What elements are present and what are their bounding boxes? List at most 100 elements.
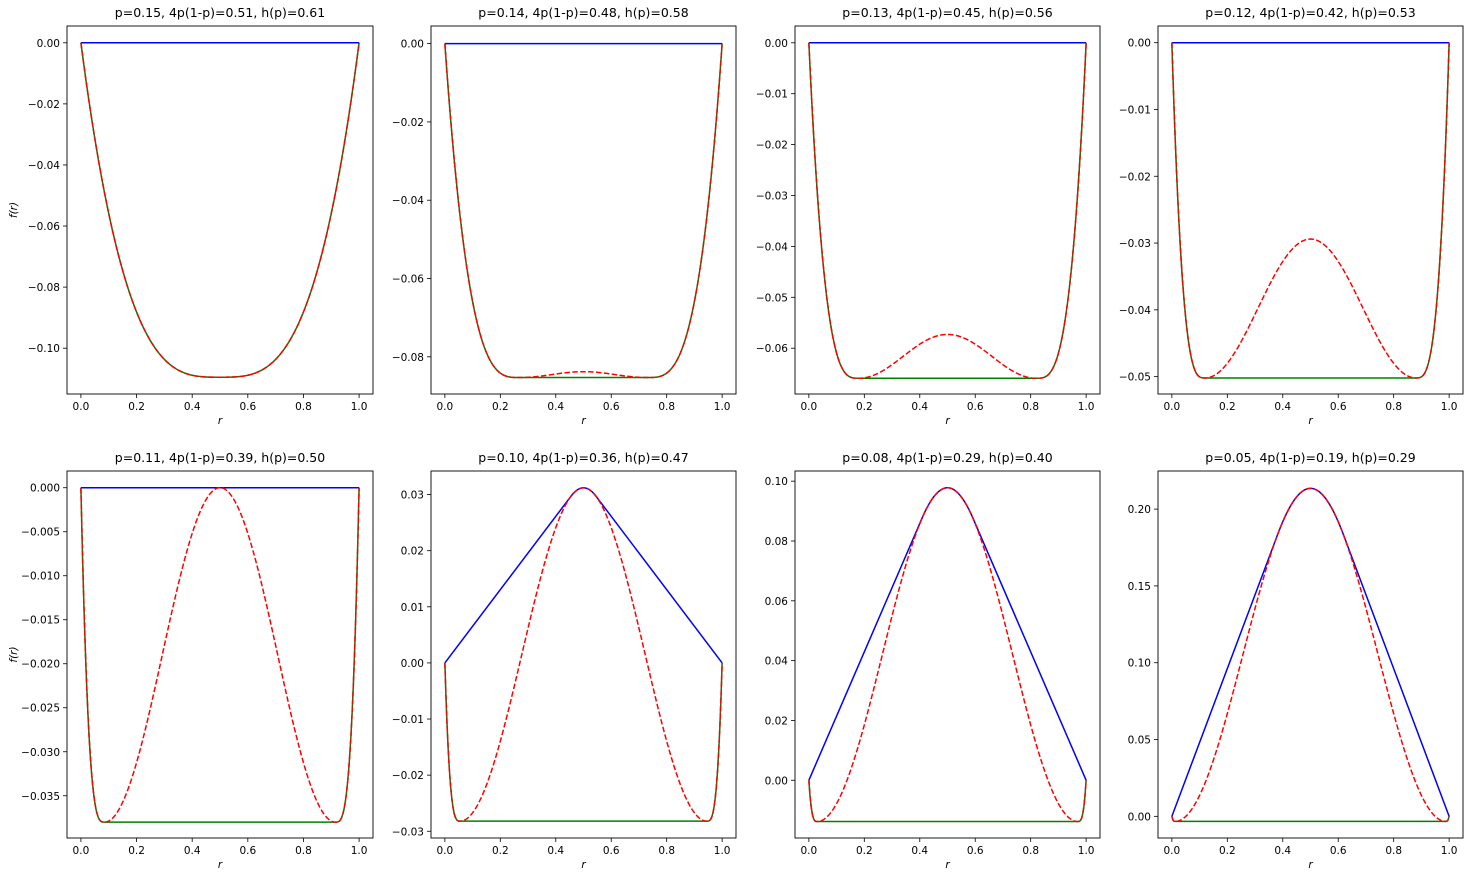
subplot-5: 0.0 0.2 0.4 0.6 0.8 1.0 0.000 −0.005 −0.010 −0.01… (8, 450, 374, 871)
y-tick-label: −0.04 (392, 195, 424, 207)
y-tick-label: 0.20 (1128, 504, 1151, 516)
x-tick-label: 0.8 (658, 845, 675, 857)
x-tick-label: 0.0 (1164, 401, 1181, 413)
x-tick-label: 0.2 (128, 845, 145, 857)
y-tick-label: −0.06 (28, 221, 60, 233)
x-tick-label: 0.8 (1022, 401, 1039, 413)
y-tick-label: 0.00 (1128, 38, 1151, 50)
y-tick-label: −0.020 (21, 659, 60, 671)
x-tick-label: 0.6 (239, 845, 256, 857)
x-tick-label: 0.2 (128, 401, 145, 413)
x-axis-label: r (1308, 859, 1313, 871)
x-tick-label: 1.0 (714, 845, 731, 857)
series-red-dashed-line (808, 486, 1087, 823)
y-tick-label: 0.00 (765, 38, 788, 50)
y-tick-label: −0.05 (1119, 372, 1151, 384)
x-tick-label: 0.8 (1385, 845, 1402, 857)
x-tick-label: 0.0 (801, 401, 818, 413)
y-tick-label: −0.03 (1119, 238, 1151, 250)
y-tick-label: 0.00 (37, 38, 60, 50)
y-tick-label: −0.06 (392, 274, 424, 286)
y-tick-label: −0.02 (756, 140, 788, 152)
x-tick-label: 0.4 (911, 401, 928, 413)
x-tick-label: 1.0 (1441, 401, 1458, 413)
x-tick-label: 0.4 (547, 401, 564, 413)
series-green-line (1171, 816, 1450, 823)
series-green-line (444, 43, 723, 379)
y-tick-label: −0.01 (392, 714, 424, 726)
series-red-dashed-line (1171, 42, 1450, 379)
subplot-2: 0.0 0.2 0.4 0.6 0.8 1.0 0.00 −0.02 −0.04 −0.06 −0.… (392, 5, 737, 427)
axes-frame (66, 470, 374, 839)
subplot-title: p=0.15, 4p(1-p)=0.51, h(p)=0.61 (115, 5, 325, 20)
y-tick-label: 0.10 (1128, 658, 1151, 670)
y-tick-label: 0.01 (401, 602, 424, 614)
y-tick-label: −0.08 (28, 282, 60, 294)
x-tick-label: 1.0 (351, 401, 368, 413)
x-tick-label: 0.6 (603, 401, 620, 413)
y-tick-label: −0.03 (756, 190, 788, 202)
series-green-line (80, 487, 360, 823)
x-tick-label: 0.0 (437, 401, 454, 413)
x-tick-label: 0.0 (73, 401, 90, 413)
y-tick-label: 0.00 (765, 775, 788, 787)
x-tick-label: 0.6 (239, 401, 256, 413)
axes-frame (430, 470, 737, 839)
y-tick-label: −0.02 (28, 99, 60, 111)
subplot-1: 0.0 0.2 0.4 0.6 0.8 1.0 0.00 −0.02 −0.04 −0.06 −0.… (8, 5, 374, 427)
y-tick-label: −0.04 (1119, 305, 1151, 317)
series-green-line (1171, 42, 1450, 379)
series-red-dashed-line (80, 486, 360, 823)
subplot-title: p=0.10, 4p(1-p)=0.36, h(p)=0.47 (478, 450, 688, 465)
series-green-line (808, 780, 1087, 823)
x-axis-label: r (218, 415, 223, 427)
y-tick-label: 0.08 (765, 536, 788, 548)
x-tick-label: 1.0 (1078, 845, 1095, 857)
x-tick-label: 0.8 (1385, 401, 1402, 413)
x-tick-label: 0.4 (911, 845, 928, 857)
x-tick-label: 1.0 (351, 845, 368, 857)
y-tick-label: −0.02 (392, 117, 424, 129)
y-tick-label: −0.06 (756, 343, 788, 355)
y-tick-label: 0.00 (401, 39, 424, 51)
series-green-line (808, 42, 1087, 379)
x-axis-label: r (218, 859, 223, 871)
subplot-3: 0.0 0.2 0.4 0.6 0.8 1.0 0.00 −0.01 −0.02 −0.03 −0.… (756, 5, 1101, 427)
series-green-line (444, 662, 723, 822)
x-axis-label: r (581, 859, 586, 871)
y-tick-label: −0.05 (756, 292, 788, 304)
x-axis-label: r (945, 859, 950, 871)
x-tick-label: 1.0 (1078, 401, 1095, 413)
x-tick-label: 0.8 (295, 845, 312, 857)
x-tick-label: 0.0 (73, 845, 90, 857)
x-tick-label: 0.4 (184, 845, 201, 857)
axes-frame (794, 470, 1101, 839)
y-tick-label: −0.010 (21, 571, 60, 583)
subplot-title: p=0.14, 4p(1-p)=0.48, h(p)=0.58 (478, 5, 688, 20)
series-red-dashed-line (80, 42, 360, 378)
x-tick-label: 0.6 (1330, 845, 1347, 857)
y-tick-label: −0.035 (21, 791, 60, 803)
series-blue-line (1171, 487, 1450, 817)
y-tick-label: −0.03 (392, 826, 424, 838)
subplot-4: 0.0 0.2 0.4 0.6 0.8 1.0 0.00 −0.01 −0.02 −0.03 −0.… (1119, 5, 1464, 427)
y-tick-label: −0.02 (392, 770, 424, 782)
subplot-title: p=0.12, 4p(1-p)=0.42, h(p)=0.53 (1205, 5, 1415, 20)
x-axis-label: r (945, 415, 950, 427)
x-tick-label: 0.8 (1022, 845, 1039, 857)
x-tick-label: 0.2 (492, 401, 509, 413)
x-tick-label: 0.2 (856, 845, 873, 857)
y-axis-label: f(r) (8, 202, 20, 218)
axes-frame (430, 25, 737, 395)
x-tick-label: 0.4 (184, 401, 201, 413)
x-tick-label: 0.6 (967, 845, 984, 857)
y-tick-label: 0.00 (1128, 811, 1151, 823)
axes-frame (1157, 25, 1464, 395)
y-tick-label: −0.01 (756, 89, 788, 101)
subplot-8: 0.0 0.2 0.4 0.6 0.8 1.0 0.20 0.15 0.10 0.05 0.00 p=… (1128, 450, 1464, 871)
subplot-title: p=0.05, 4p(1-p)=0.19, h(p)=0.29 (1205, 450, 1415, 465)
y-tick-label: −0.025 (21, 703, 60, 715)
y-tick-label: 0.15 (1128, 581, 1151, 593)
y-tick-label: 0.00 (401, 658, 424, 670)
